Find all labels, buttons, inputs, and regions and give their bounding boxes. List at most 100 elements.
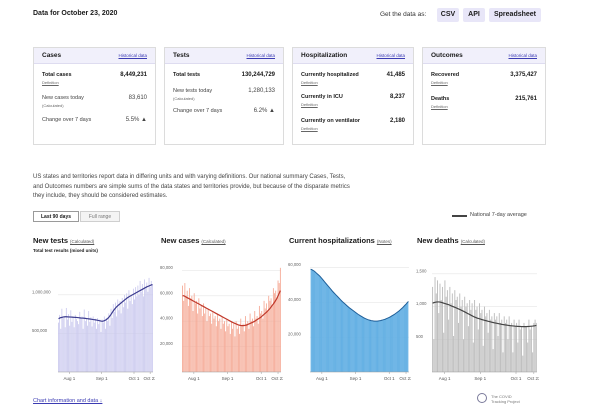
new-cases-chart: 20,000 40,000 60,000 80,000 Aug 1 Sep 1 Oct 1 O…	[160, 265, 283, 381]
bar	[487, 332, 489, 372]
bar	[72, 316, 74, 372]
definition-link[interactable]: Definition	[431, 80, 448, 85]
bar	[500, 322, 501, 372]
tab-full-range[interactable]: Full range	[80, 211, 120, 222]
bar	[262, 318, 264, 372]
historical-data-link[interactable]: Historical data	[246, 53, 275, 58]
bar	[247, 321, 249, 372]
card-title: Cases	[42, 52, 62, 59]
row-label: Total tests	[173, 72, 201, 78]
bar	[493, 313, 495, 372]
new-deaths-chart: 500 1,000 1,500 Aug 1 Sep 1 Oct 1 Oct 23	[416, 268, 539, 381]
bar	[88, 311, 90, 372]
api-button[interactable]: API	[463, 8, 485, 22]
bar	[69, 325, 71, 372]
bar	[70, 310, 72, 372]
bar	[125, 302, 126, 372]
y-tick-label: 1,000,000	[32, 289, 51, 294]
bar	[271, 305, 273, 372]
bar	[149, 287, 151, 372]
bar	[467, 326, 469, 372]
bar	[143, 296, 144, 372]
bar	[127, 308, 129, 372]
data-date: Data for October 23, 2020	[33, 10, 118, 17]
bar	[139, 280, 141, 372]
tab-last-90-days[interactable]: Last 90 days	[33, 211, 79, 222]
bar	[64, 327, 66, 372]
bar	[232, 328, 234, 372]
bar	[103, 316, 105, 372]
logo-line-2: Tracking Project	[491, 399, 520, 404]
bar	[100, 331, 102, 372]
card-header: Hospitalization Historical data	[293, 48, 413, 64]
bar	[82, 328, 84, 372]
bar	[464, 296, 466, 372]
cases-card: Cases Historical data Total cases 8,449,…	[33, 47, 156, 145]
calculated-link[interactable]: (Calculated)	[201, 239, 226, 244]
bar	[192, 311, 194, 372]
bar	[60, 328, 62, 372]
calculated-link[interactable]: (Calculated)	[70, 239, 95, 244]
bar	[211, 323, 213, 372]
bar	[217, 313, 218, 372]
calculated-link[interactable]: (Calculated)	[460, 239, 485, 244]
bar	[115, 302, 116, 372]
bar	[81, 316, 83, 372]
card-row: New cases today 83,610 (Calculated)	[42, 95, 147, 108]
x-tick-label: Sep 1	[474, 376, 486, 381]
x-tick-label: Aug 1	[64, 376, 76, 381]
bar	[116, 316, 118, 372]
bar	[465, 306, 467, 372]
chart-title-hospitalizations: Current hospitalizations (Notes)	[289, 236, 392, 245]
historical-data-link[interactable]: Historical data	[118, 53, 147, 58]
x-tick-label: Oct 23	[271, 376, 283, 381]
bar	[498, 313, 500, 372]
bar	[98, 324, 100, 372]
bar	[126, 293, 128, 372]
card-title: Tests	[173, 52, 190, 59]
bar	[75, 318, 77, 372]
row-value: 3,375,427	[510, 72, 537, 78]
get-data-label: Get the data as:	[380, 11, 427, 18]
bar	[199, 308, 201, 372]
bar	[231, 321, 232, 372]
row-value: 5.5% ▲	[125, 117, 147, 123]
notes-link[interactable]: (Notes)	[376, 239, 392, 244]
bar	[203, 303, 204, 372]
bar	[248, 328, 250, 372]
historical-data-link[interactable]: Historical data	[508, 53, 537, 58]
definition-link[interactable]: Definition	[42, 80, 59, 85]
row-note: (Calculated)	[173, 96, 195, 101]
bar	[278, 283, 280, 372]
bar	[518, 319, 520, 372]
chart-title-cases: New cases (Calculated)	[161, 236, 226, 245]
bar	[194, 303, 196, 372]
csv-button[interactable]: CSV	[437, 8, 459, 22]
chart-info-download-link[interactable]: Chart information and data ↓	[33, 398, 103, 404]
bar	[148, 277, 150, 372]
historical-data-link[interactable]: Historical data	[376, 53, 405, 58]
definition-link[interactable]: Definition	[431, 104, 448, 109]
bar	[68, 314, 69, 372]
bar	[67, 319, 68, 372]
logo-line-1: The COVID	[491, 394, 512, 399]
spreadsheet-button[interactable]: Spreadsheet	[489, 8, 541, 22]
definition-link[interactable]: Definition	[301, 126, 318, 131]
bar	[440, 300, 442, 372]
bar	[254, 311, 256, 372]
y-tick-label: 20,000	[160, 341, 173, 346]
bar	[459, 293, 461, 372]
bar	[507, 339, 509, 372]
bar	[523, 322, 525, 372]
bar	[90, 317, 92, 372]
seven-day-average-line	[432, 301, 537, 328]
bar	[118, 310, 120, 372]
definition-link[interactable]: Definition	[301, 102, 318, 107]
bar	[511, 322, 513, 372]
y-tick-label: 40,000	[160, 316, 173, 321]
definition-link[interactable]: Definition	[301, 80, 318, 85]
x-tick-label: Oct 1	[511, 376, 522, 381]
bar	[119, 301, 121, 372]
bar	[89, 321, 91, 372]
bar	[439, 283, 441, 372]
